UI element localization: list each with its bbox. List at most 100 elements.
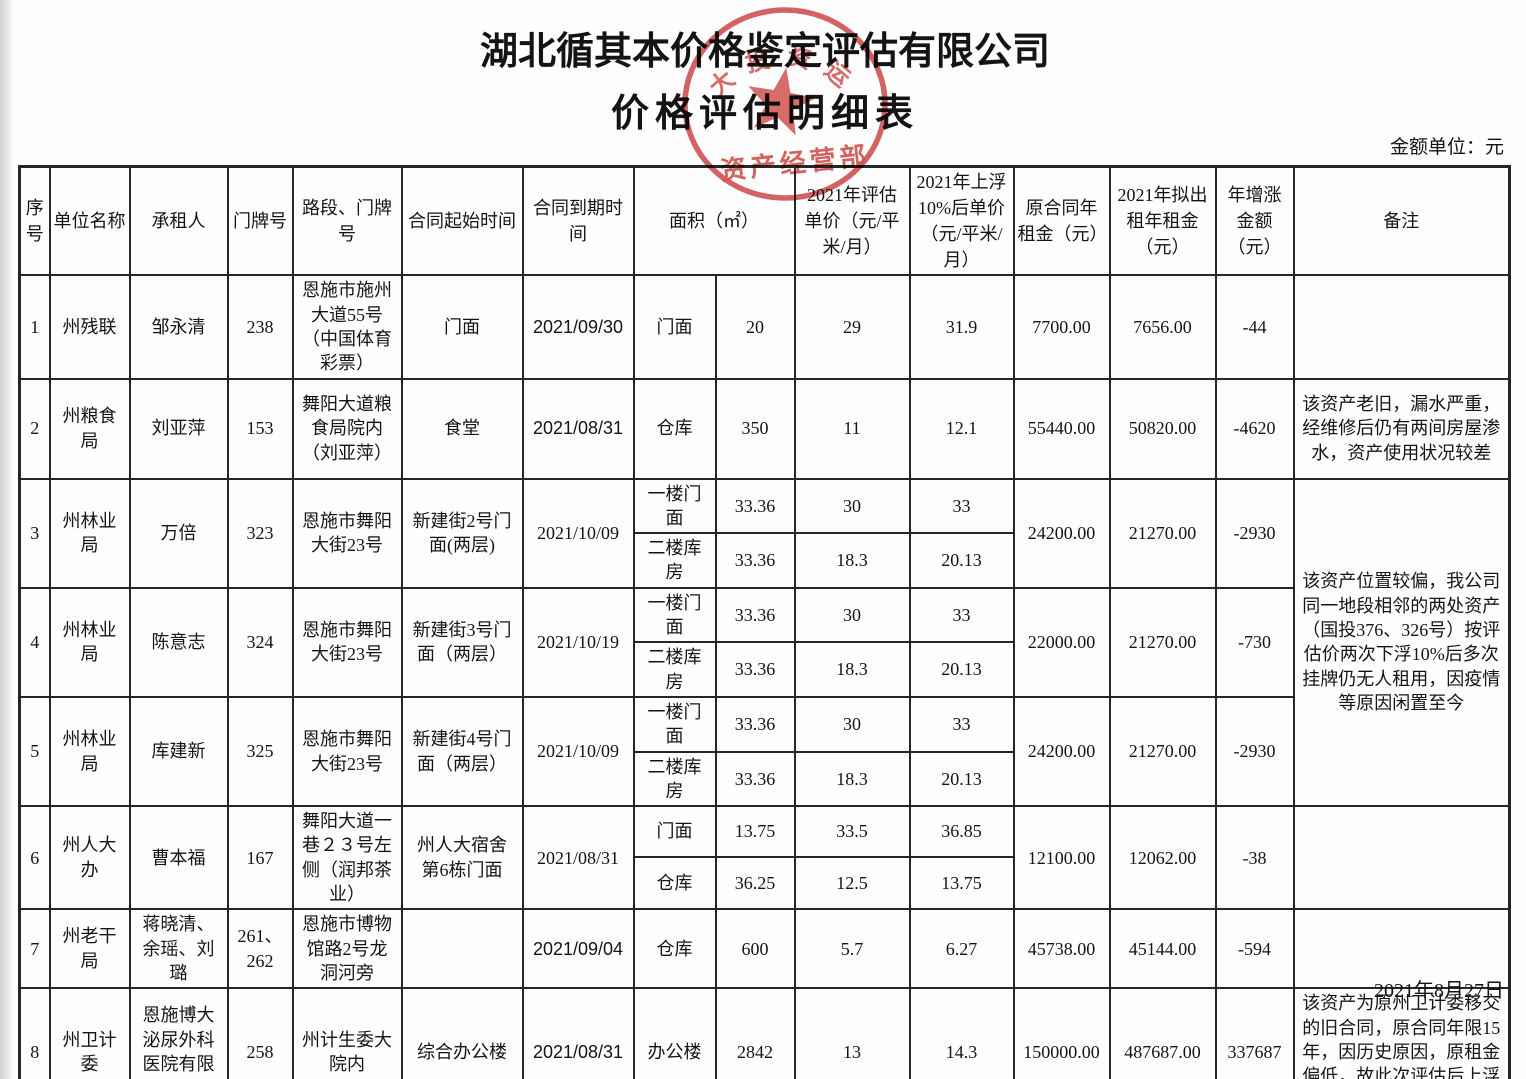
r3a-area: 33.36 xyxy=(714,477,796,535)
r8-road: 州计生委大院内 xyxy=(291,987,403,1079)
r2-lessee: 刘亚萍 xyxy=(128,377,229,480)
r5-lessee: 库建新 xyxy=(128,695,229,808)
r5-road: 恩施市舞阳大街23号 xyxy=(291,695,403,808)
r7-area-label: 仓库 xyxy=(632,908,717,990)
r8-annual-change: 337687 xyxy=(1214,987,1295,1079)
r6-seq: 6 xyxy=(18,805,51,911)
r2-proposed-rent: 50820.00 xyxy=(1108,377,1217,480)
r1-start: 门面 xyxy=(400,274,524,380)
r6a-area: 13.75 xyxy=(714,805,796,859)
r6-orig-rent: 12100.00 xyxy=(1012,805,1111,911)
table-row-8: 8 州卫计委 恩施博大泌尿外科医院有限公司 258 州计生委大院内 综合办公楼 … xyxy=(18,987,1511,1079)
r3-expiry: 2021/10/09 xyxy=(521,477,635,589)
r6a-eval-price: 33.5 xyxy=(793,805,911,859)
hdr-eval-price: 2021年评估单价（元/平米/月） xyxy=(793,165,911,277)
r6b-eval-price: 12.5 xyxy=(793,856,911,911)
r4a-eval-price: 30 xyxy=(793,586,911,644)
hdr-area: 面积（㎡） xyxy=(632,165,796,277)
r2-seq: 2 xyxy=(18,377,51,480)
r8-expiry: 2021/08/31 xyxy=(521,987,635,1079)
table-row-4b: 二楼库房 33.36 18.3 20.13 xyxy=(20,641,1510,698)
r4-road: 恩施市舞阳大街23号 xyxy=(291,586,403,698)
r4-lessee: 陈意志 xyxy=(128,586,229,698)
r1-area: 20 xyxy=(714,274,796,380)
r6-road: 舞阳大道一巷２３号左侧（润邦茶业） xyxy=(291,805,403,911)
r8-proposed-rent: 487687.00 xyxy=(1108,987,1217,1079)
r2-uplift-price: 12.1 xyxy=(908,377,1015,480)
r3a-eval-price: 30 xyxy=(793,477,911,535)
r1-road: 恩施市施州大道55号（中国体育彩票） xyxy=(291,274,403,380)
r5-proposed-rent: 21270.00 xyxy=(1108,695,1217,808)
r6-unit: 州人大办 xyxy=(48,805,131,911)
r2-door-no: 153 xyxy=(226,377,294,480)
scan-edge-shadow xyxy=(0,0,14,1079)
r4-unit: 州林业局 xyxy=(48,586,131,698)
r2-area-label: 仓库 xyxy=(632,377,717,480)
r1-annual-change: -44 xyxy=(1214,274,1295,380)
table-row-3b: 二楼库房 33.36 18.3 20.13 xyxy=(20,532,1510,589)
hdr-proposed-rent: 2021年拟出租年租金（元） xyxy=(1108,165,1217,277)
r5b-eval-price: 18.3 xyxy=(793,750,911,808)
r2-eval-price: 11 xyxy=(793,377,911,480)
r8-remark: 该资产为原州卫计委移交的旧合同，原合同年限15年，因历史原因，原租金偏低，故此次… xyxy=(1292,987,1511,1079)
footer-date: 2021年8月27日 xyxy=(1374,980,1504,1002)
r3b-uplift-price: 20.13 xyxy=(908,532,1015,589)
r5-annual-change: -2930 xyxy=(1214,695,1295,808)
hdr-remark: 备注 xyxy=(1292,165,1511,277)
r1-proposed-rent: 7656.00 xyxy=(1108,274,1217,380)
r6-door-no: 167 xyxy=(226,805,294,911)
hdr-uplift-price: 2021年上浮10%后单价（元/平米/月） xyxy=(908,165,1015,277)
hdr-door-no: 门牌号 xyxy=(226,165,294,277)
r3b-area-label: 二楼库房 xyxy=(632,532,717,589)
r1-seq: 1 xyxy=(18,274,51,380)
r8-door-no: 258 xyxy=(226,987,294,1079)
r1-unit: 州残联 xyxy=(48,274,131,380)
hdr-annual-change: 年增涨金额（元） xyxy=(1214,165,1295,277)
r2-orig-rent: 55440.00 xyxy=(1012,377,1111,480)
hdr-road: 路段、门牌号 xyxy=(291,165,403,277)
r1-eval-price: 29 xyxy=(793,274,911,380)
r2-road: 舞阳大道粮食局院内（刘亚萍） xyxy=(291,377,403,480)
r5a-eval-price: 30 xyxy=(793,695,911,753)
r4b-area-label: 二楼库房 xyxy=(632,641,717,698)
r3b-eval-price: 18.3 xyxy=(793,532,911,589)
r6b-area-label: 仓库 xyxy=(632,856,717,911)
r2-unit: 州粮食局 xyxy=(48,377,131,480)
r7-orig-rent: 45738.00 xyxy=(1012,908,1111,990)
r4-door-no: 324 xyxy=(226,586,294,698)
r8-uplift-price: 14.3 xyxy=(908,987,1015,1079)
r8-start: 综合办公楼 xyxy=(400,987,524,1079)
amount-unit-note: 金额单位：元 xyxy=(1389,137,1504,158)
r5-start: 新建街4号门面（两层） xyxy=(400,695,524,808)
r1-lessee: 邹永清 xyxy=(128,274,229,380)
r6b-area: 36.25 xyxy=(714,856,796,911)
r1-area-label: 门面 xyxy=(632,274,717,380)
r5a-area-label: 一楼门面 xyxy=(632,695,717,753)
r4b-area: 33.36 xyxy=(714,641,796,698)
r4a-area: 33.36 xyxy=(714,586,796,644)
price-evaluation-table: 序号 单位名称 承租人 门牌号 路段、门牌号 合同起始时间 合同到期时间 面积（… xyxy=(18,165,1511,1079)
r3a-uplift-price: 33 xyxy=(908,477,1015,535)
r7-expiry: 2021/09/04 xyxy=(521,908,635,990)
r6-lessee: 曹本福 xyxy=(128,805,229,911)
r8-orig-rent: 150000.00 xyxy=(1012,987,1111,1079)
page-title: 湖北循其本价格鉴定评估有限公司 xyxy=(479,31,1050,73)
r8-seq: 8 xyxy=(18,987,51,1079)
r7-proposed-rent: 45144.00 xyxy=(1108,908,1217,990)
table-row-1: 1 州残联 邹永清 238 恩施市施州大道55号（中国体育彩票） 门面 2021… xyxy=(18,274,1511,380)
r7-remark xyxy=(1292,908,1511,990)
r5b-uplift-price: 20.13 xyxy=(908,750,1015,808)
r1-door-no: 238 xyxy=(226,274,294,380)
table-row-5b: 二楼库房 33.36 18.3 20.13 xyxy=(20,750,1510,808)
table-row-4a: 4 州林业局 陈意志 324 恩施市舞阳大街23号 新建街3号门面（两层） 20… xyxy=(18,586,1510,698)
r3-orig-rent: 24200.00 xyxy=(1012,477,1111,589)
r8-unit: 州卫计委 xyxy=(48,987,131,1079)
r7-uplift-price: 6.27 xyxy=(908,908,1015,990)
r7-door-no: 261、262 xyxy=(226,908,294,990)
r2-remark: 该资产老旧，漏水严重，经维修后仍有两间房屋渗水，资产使用状况较差 xyxy=(1292,377,1511,480)
r1-orig-rent: 7700.00 xyxy=(1012,274,1111,380)
r8-area: 2842 xyxy=(714,987,796,1079)
r4-annual-change: -730 xyxy=(1214,586,1295,698)
r7-annual-change: -594 xyxy=(1214,908,1295,990)
